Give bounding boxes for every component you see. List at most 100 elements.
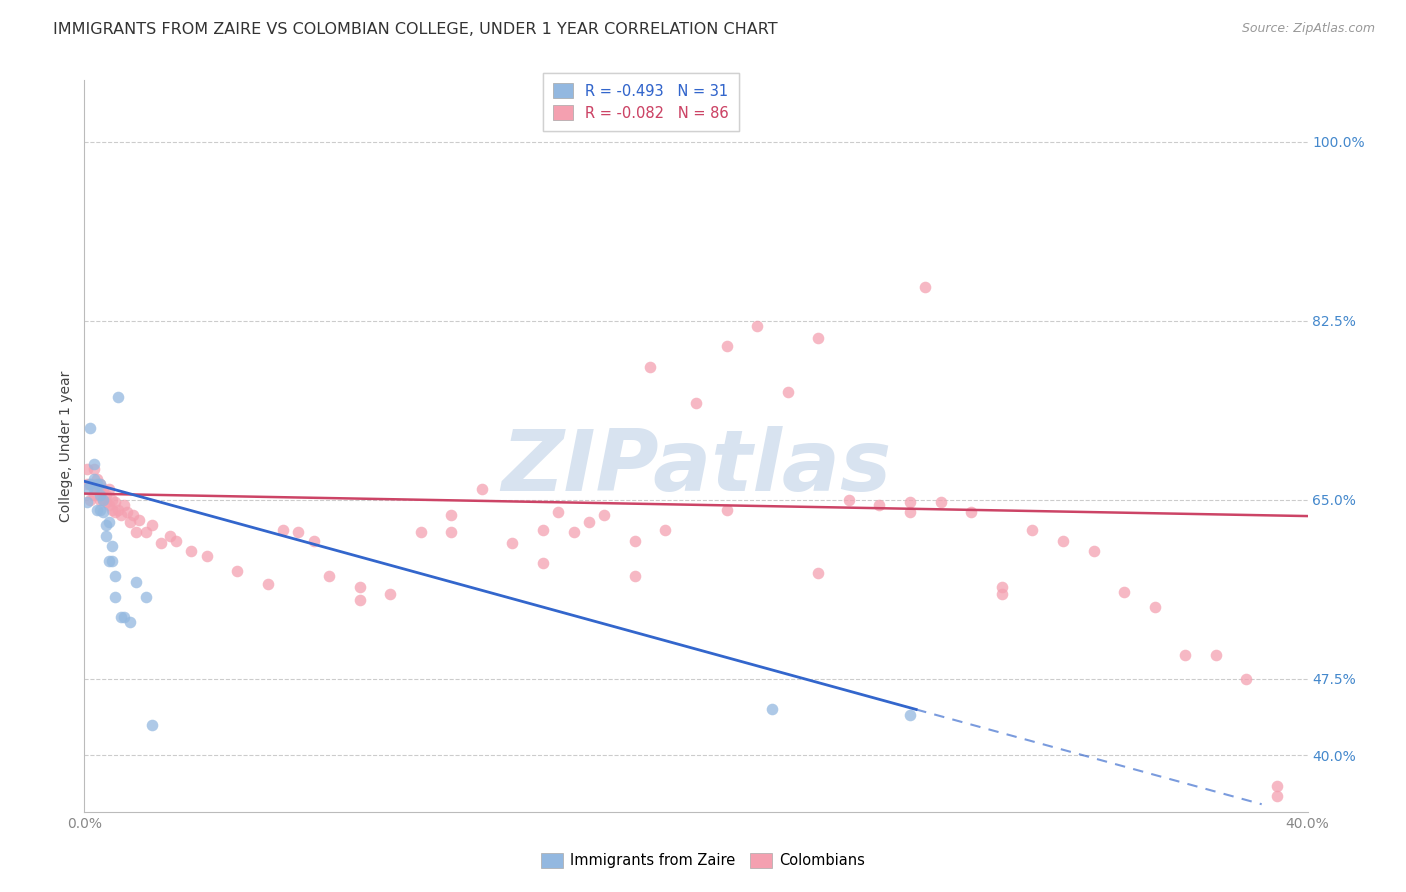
- Point: [141, 718, 163, 732]
- Point: [409, 525, 432, 540]
- Point: [624, 569, 647, 583]
- Point: [898, 707, 921, 722]
- Point: [898, 505, 921, 519]
- Point: [125, 574, 148, 589]
- Point: [83, 483, 105, 497]
- Point: [101, 554, 124, 568]
- Point: [869, 498, 891, 512]
- Point: [440, 525, 463, 540]
- Point: [716, 503, 738, 517]
- Point: [624, 533, 647, 548]
- Point: [440, 508, 463, 522]
- Point: [83, 472, 105, 486]
- Point: [685, 395, 707, 409]
- Point: [79, 492, 101, 507]
- Point: [257, 576, 280, 591]
- Point: [838, 492, 860, 507]
- Point: [1265, 779, 1288, 793]
- Point: [638, 359, 661, 374]
- Point: [1236, 672, 1258, 686]
- Point: [89, 477, 111, 491]
- Point: [531, 524, 554, 538]
- Point: [104, 590, 127, 604]
- Point: [1052, 533, 1074, 548]
- Point: [195, 549, 218, 563]
- Point: [1083, 544, 1105, 558]
- Point: [125, 525, 148, 540]
- Point: [471, 483, 494, 497]
- Point: [122, 508, 145, 522]
- Point: [159, 528, 181, 542]
- Point: [1143, 600, 1166, 615]
- Point: [76, 483, 98, 497]
- Point: [128, 513, 150, 527]
- Point: [562, 525, 585, 540]
- Point: [1021, 524, 1043, 538]
- Point: [318, 569, 340, 583]
- Point: [97, 483, 120, 497]
- Point: [86, 503, 108, 517]
- Point: [89, 483, 111, 497]
- Point: [380, 587, 402, 601]
- Point: [914, 280, 936, 294]
- Point: [716, 339, 738, 353]
- Point: [929, 495, 952, 509]
- Point: [141, 518, 163, 533]
- Point: [110, 610, 132, 624]
- Point: [180, 544, 202, 558]
- Point: [97, 554, 120, 568]
- Point: [302, 533, 325, 548]
- Point: [1265, 789, 1288, 804]
- Point: [94, 528, 117, 542]
- Point: [226, 564, 249, 578]
- Point: [97, 515, 120, 529]
- Point: [89, 477, 111, 491]
- Point: [654, 524, 676, 538]
- Point: [91, 483, 114, 497]
- Point: [115, 505, 138, 519]
- Point: [104, 505, 127, 519]
- Point: [83, 462, 105, 476]
- Point: [807, 331, 830, 345]
- Point: [83, 457, 105, 471]
- Point: [165, 533, 187, 548]
- Point: [110, 508, 132, 522]
- Point: [101, 492, 124, 507]
- Point: [1174, 648, 1197, 663]
- Point: [991, 587, 1014, 601]
- Point: [104, 569, 127, 583]
- Point: [761, 702, 783, 716]
- Point: [776, 385, 799, 400]
- Point: [91, 492, 114, 507]
- Point: [531, 556, 554, 570]
- Text: Source: ZipAtlas.com: Source: ZipAtlas.com: [1241, 22, 1375, 36]
- Point: [149, 535, 172, 549]
- Point: [86, 483, 108, 497]
- Point: [135, 525, 157, 540]
- Point: [349, 593, 371, 607]
- Point: [89, 492, 111, 507]
- Point: [79, 421, 101, 435]
- Point: [94, 487, 117, 501]
- Point: [79, 477, 101, 491]
- Point: [104, 495, 127, 509]
- Point: [107, 503, 129, 517]
- Point: [747, 318, 769, 333]
- Point: [593, 508, 616, 522]
- Legend: Immigrants from Zaire, Colombians: Immigrants from Zaire, Colombians: [536, 847, 870, 874]
- Point: [120, 515, 142, 529]
- Point: [120, 615, 142, 630]
- Point: [76, 477, 98, 491]
- Point: [807, 566, 830, 581]
- Point: [89, 503, 111, 517]
- Y-axis label: College, Under 1 year: College, Under 1 year: [59, 370, 73, 522]
- Point: [960, 505, 983, 519]
- Point: [112, 610, 135, 624]
- Point: [76, 462, 98, 476]
- Point: [991, 580, 1014, 594]
- Point: [898, 495, 921, 509]
- Point: [547, 505, 569, 519]
- Point: [86, 477, 108, 491]
- Point: [76, 495, 98, 509]
- Point: [89, 487, 111, 501]
